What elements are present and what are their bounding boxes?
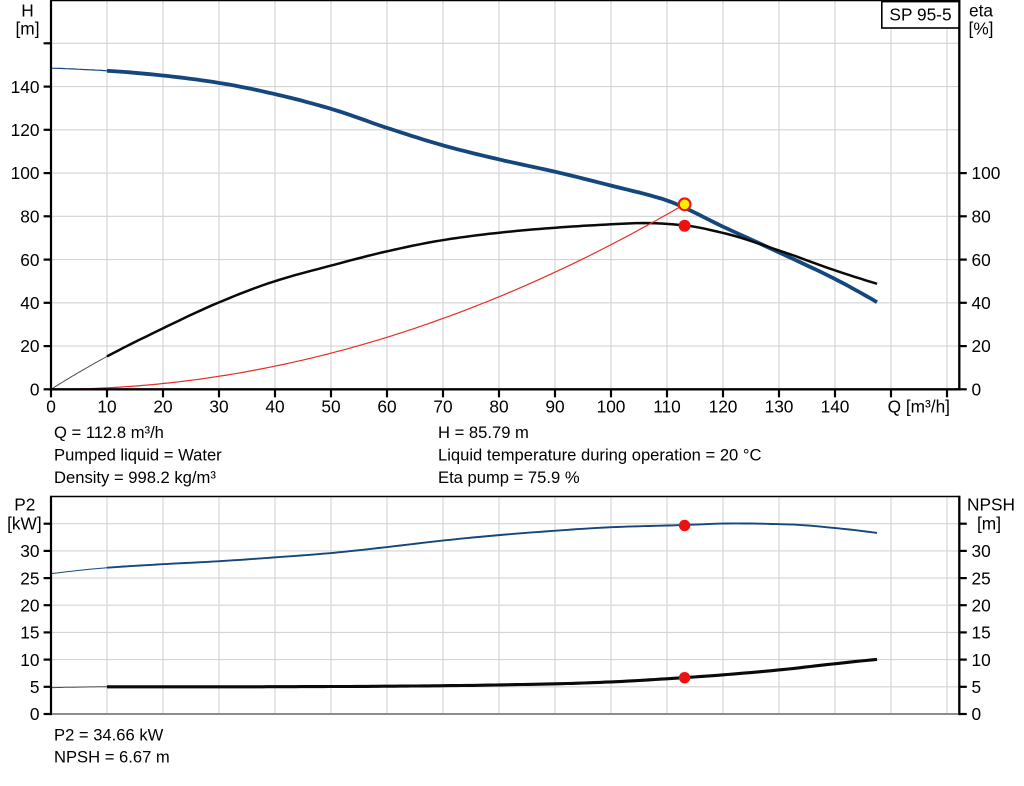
svg-text:10: 10 xyxy=(20,650,39,670)
svg-text:60: 60 xyxy=(972,250,991,270)
svg-text:90: 90 xyxy=(545,397,564,417)
svg-text:60: 60 xyxy=(20,250,39,270)
svg-text:5: 5 xyxy=(30,677,40,697)
svg-text:[m]: [m] xyxy=(16,19,40,39)
svg-text:H = 85.79 m: H = 85.79 m xyxy=(438,423,529,442)
svg-text:80: 80 xyxy=(489,397,508,417)
svg-text:Eta pump = 75.9 %: Eta pump = 75.9 % xyxy=(438,468,580,487)
svg-text:50: 50 xyxy=(321,397,340,417)
svg-text:120: 120 xyxy=(709,397,738,417)
svg-text:eta: eta xyxy=(969,1,993,21)
svg-text:40: 40 xyxy=(972,293,991,313)
svg-text:10: 10 xyxy=(972,650,991,670)
svg-text:5: 5 xyxy=(972,677,982,697)
svg-text:15: 15 xyxy=(20,623,39,643)
svg-text:30: 30 xyxy=(209,397,228,417)
svg-text:0: 0 xyxy=(30,380,40,400)
svg-text:140: 140 xyxy=(821,397,850,417)
svg-text:100: 100 xyxy=(597,397,626,417)
svg-text:Pumped liquid = Water: Pumped liquid = Water xyxy=(54,446,222,465)
svg-text:30: 30 xyxy=(972,541,991,561)
svg-text:120: 120 xyxy=(11,120,40,140)
svg-text:40: 40 xyxy=(265,397,284,417)
svg-text:0: 0 xyxy=(30,704,40,724)
svg-text:20: 20 xyxy=(972,596,991,616)
svg-text:60: 60 xyxy=(377,397,396,417)
svg-text:0: 0 xyxy=(972,380,982,400)
svg-text:[m]: [m] xyxy=(977,514,1001,534)
svg-text:NPSH = 6.67 m: NPSH = 6.67 m xyxy=(54,747,170,766)
svg-text:30: 30 xyxy=(20,541,39,561)
svg-text:70: 70 xyxy=(433,397,452,417)
svg-text:Liquid temperature during oper: Liquid temperature during operation = 20… xyxy=(438,446,762,465)
svg-text:SP 95-5: SP 95-5 xyxy=(889,5,951,25)
svg-text:0: 0 xyxy=(46,397,56,417)
svg-text:130: 130 xyxy=(765,397,794,417)
svg-text:0: 0 xyxy=(972,704,982,724)
svg-text:Q = 112.8 m³/h: Q = 112.8 m³/h xyxy=(54,423,164,442)
svg-text:140: 140 xyxy=(11,77,40,97)
svg-text:10: 10 xyxy=(97,397,116,417)
svg-text:25: 25 xyxy=(20,568,39,588)
svg-text:P2: P2 xyxy=(14,495,35,515)
svg-text:80: 80 xyxy=(20,207,39,227)
svg-text:20: 20 xyxy=(20,336,39,356)
svg-text:H: H xyxy=(21,1,33,21)
svg-text:Q [m³/h]: Q [m³/h] xyxy=(888,397,950,417)
svg-text:20: 20 xyxy=(972,336,991,356)
svg-text:100: 100 xyxy=(11,163,40,183)
svg-text:P2 = 34.66 kW: P2 = 34.66 kW xyxy=(54,726,164,745)
svg-text:[kW]: [kW] xyxy=(7,514,42,534)
svg-text:[%]: [%] xyxy=(969,19,994,39)
svg-text:100: 100 xyxy=(972,163,1001,183)
svg-text:40: 40 xyxy=(20,293,39,313)
svg-text:20: 20 xyxy=(153,397,172,417)
svg-text:Density = 998.2 kg/m³: Density = 998.2 kg/m³ xyxy=(54,468,216,487)
svg-text:25: 25 xyxy=(972,568,991,588)
svg-text:80: 80 xyxy=(972,207,991,227)
svg-text:20: 20 xyxy=(20,596,39,616)
svg-text:110: 110 xyxy=(653,397,681,417)
svg-text:NPSH: NPSH xyxy=(967,495,1015,515)
svg-text:15: 15 xyxy=(972,623,991,643)
